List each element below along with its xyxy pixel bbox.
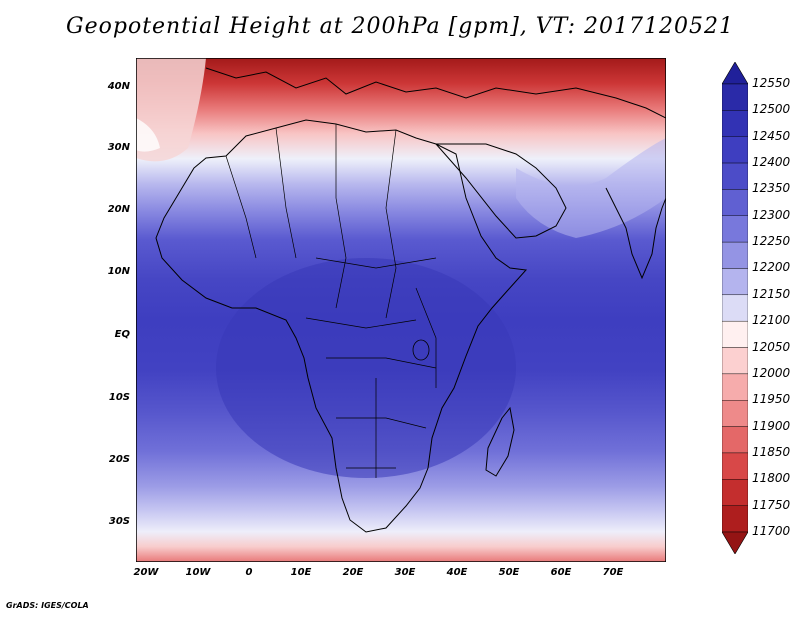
lat-tick-label: 40N	[107, 81, 130, 92]
colorbar	[722, 62, 748, 554]
map-panel[interactable]	[136, 58, 666, 562]
colorbar-level-label: 12300	[752, 207, 791, 222]
colorbar-swatch	[722, 400, 748, 427]
arabia-coastline	[434, 143, 567, 239]
colorbar-swatch	[722, 268, 748, 296]
madagascar-coastline	[485, 406, 515, 477]
central-high	[216, 258, 516, 478]
lon-tick-label: 30E	[394, 567, 416, 578]
europe-coastline	[205, 67, 666, 119]
lake-outline	[412, 339, 430, 361]
colorbar-swatch	[722, 320, 748, 348]
credit-label: GrADS: IGES/COLA	[6, 601, 89, 610]
colorbar-swatch	[722, 452, 748, 480]
lat-tick-label: 10S	[108, 392, 130, 403]
colorbar-bottom-arrow	[722, 531, 748, 554]
colorbar-level-label: 11700	[752, 524, 791, 538]
ridge-west-core	[136, 118, 160, 152]
lat-tick-label: 20N	[107, 204, 130, 215]
colorbar-level-label: 12150	[752, 286, 791, 301]
trough-east	[516, 138, 666, 238]
lon-tick-label: 0	[245, 567, 253, 578]
africa-coastline	[155, 119, 528, 533]
colorbar-level-label: 11750	[752, 497, 791, 512]
india-coastline	[605, 187, 666, 280]
colorbar-level-label: 12000	[752, 365, 791, 380]
colorbar-level-label: 12050	[752, 339, 791, 354]
lat-tick-label: 10N	[107, 266, 130, 277]
colorbar-swatch	[722, 189, 748, 216]
colorbar-swatch	[722, 479, 748, 506]
colorbar-swatch	[722, 110, 748, 137]
colorbar-swatch	[722, 347, 748, 375]
country-borders	[225, 124, 437, 478]
colorbar-level-label: 12250	[752, 234, 791, 249]
chart-title: Geopotential Height at 200hPa [gpm], VT:…	[66, 14, 734, 39]
colorbar-level-label: 12200	[752, 260, 791, 275]
colorbar-swatch	[722, 426, 748, 454]
colorbar-level-label: 12550	[752, 76, 791, 90]
lon-tick-label: 60E	[550, 567, 572, 578]
lat-tick-label: 30S	[108, 516, 130, 527]
colorbar-level-label: 11800	[752, 471, 791, 486]
colorbar-swatch	[722, 294, 748, 322]
colorbar-level-label: 12450	[752, 128, 791, 143]
lat-tick-label: EQ	[114, 329, 130, 340]
colorbar-swatch	[722, 162, 748, 190]
colorbar-level-label: 11950	[752, 392, 791, 407]
lon-tick-label: 70E	[602, 567, 624, 578]
lat-tick-label: 20S	[108, 454, 130, 465]
colorbar-swatch	[722, 136, 748, 164]
colorbar-level-label: 11900	[752, 418, 791, 433]
lon-tick-label: 40E	[446, 567, 468, 578]
colorbar-swatch	[722, 373, 748, 401]
geopotential-height-map	[136, 58, 666, 562]
colorbar-swatch	[722, 83, 748, 111]
colorbar-swatch	[722, 505, 748, 533]
colorbar-level-label: 12100	[752, 313, 791, 328]
lon-tick-label: 20W	[133, 567, 159, 578]
lon-tick-label: 20E	[342, 567, 364, 578]
lon-tick-label: 10E	[290, 567, 312, 578]
colorbar-level-label: 12350	[752, 181, 791, 196]
colorbar-top-arrow	[722, 62, 748, 85]
lon-tick-label: 10W	[185, 567, 211, 578]
lon-tick-label: 50E	[498, 567, 520, 578]
colorbar-swatch	[722, 241, 748, 269]
colorbar-level-label: 11850	[752, 444, 791, 459]
colorbar-swatch	[722, 215, 748, 243]
colorbar-level-label: 12400	[752, 155, 791, 170]
colorbar-level-label: 12500	[752, 102, 791, 117]
lat-tick-label: 30N	[107, 142, 130, 153]
